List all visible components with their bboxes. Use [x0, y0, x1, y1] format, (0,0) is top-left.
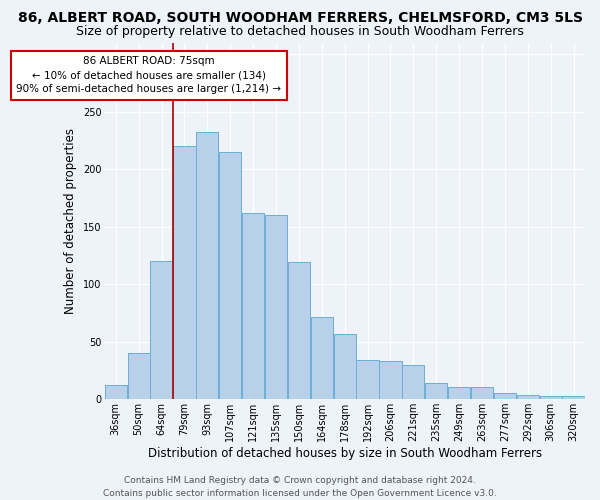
Y-axis label: Number of detached properties: Number of detached properties — [64, 128, 77, 314]
X-axis label: Distribution of detached houses by size in South Woodham Ferrers: Distribution of detached houses by size … — [148, 447, 542, 460]
Bar — [242, 213, 264, 399]
Bar — [334, 334, 356, 399]
Bar — [425, 383, 448, 399]
Bar — [517, 394, 539, 399]
Text: 86 ALBERT ROAD: 75sqm
← 10% of detached houses are smaller (134)
90% of semi-det: 86 ALBERT ROAD: 75sqm ← 10% of detached … — [16, 56, 281, 94]
Bar — [311, 318, 333, 399]
Text: Size of property relative to detached houses in South Woodham Ferrers: Size of property relative to detached ho… — [76, 25, 524, 38]
Bar — [104, 386, 127, 399]
Text: Contains HM Land Registry data © Crown copyright and database right 2024.
Contai: Contains HM Land Registry data © Crown c… — [103, 476, 497, 498]
Bar — [448, 386, 470, 399]
Bar — [151, 261, 173, 399]
Bar — [288, 262, 310, 399]
Bar — [196, 132, 218, 399]
Bar — [219, 152, 241, 399]
Bar — [562, 396, 584, 399]
Bar — [494, 394, 516, 399]
Bar — [379, 361, 401, 399]
Text: 86, ALBERT ROAD, SOUTH WOODHAM FERRERS, CHELMSFORD, CM3 5LS: 86, ALBERT ROAD, SOUTH WOODHAM FERRERS, … — [17, 11, 583, 25]
Bar — [173, 146, 196, 399]
Bar — [128, 353, 150, 399]
Bar — [539, 396, 562, 399]
Bar — [402, 364, 424, 399]
Bar — [471, 386, 493, 399]
Bar — [356, 360, 379, 399]
Bar — [265, 215, 287, 399]
